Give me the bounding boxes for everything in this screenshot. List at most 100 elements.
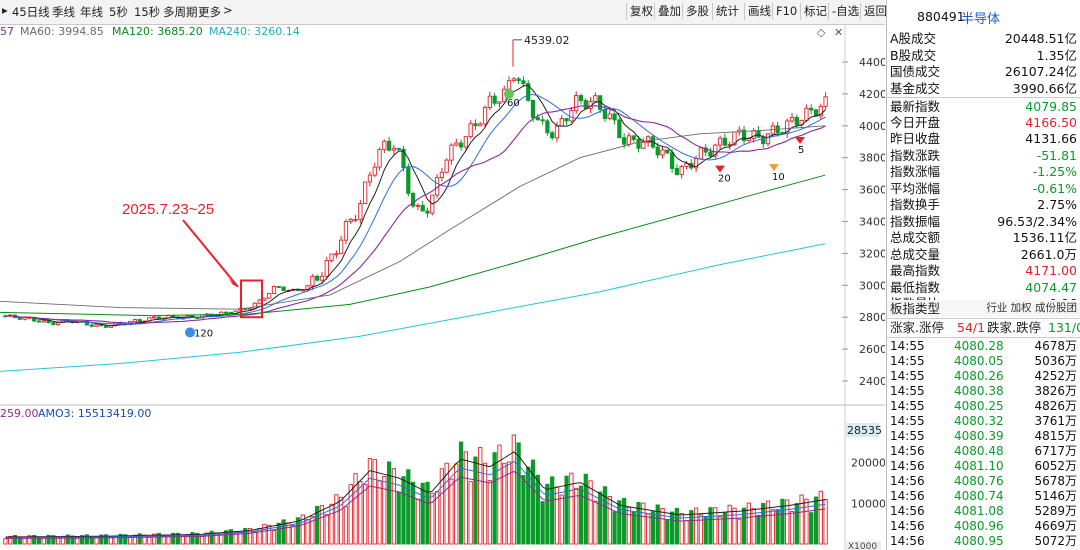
vol-axis-20000-label: 20000 bbox=[851, 457, 885, 470]
toolbar-btn-watchlist[interactable]: -自选 bbox=[828, 3, 862, 20]
candle bbox=[223, 311, 229, 314]
toolbar-btn-stats[interactable]: 统计 bbox=[712, 3, 742, 20]
toolbar-btn-draw[interactable]: 画线 bbox=[744, 3, 774, 20]
candle bbox=[348, 219, 353, 222]
volume-bar bbox=[99, 534, 104, 545]
volume-bar bbox=[794, 503, 799, 545]
toolbar-btn-back[interactable]: 返回 bbox=[860, 3, 890, 20]
candle bbox=[756, 130, 761, 138]
candle bbox=[46, 320, 51, 324]
tick-volume: 4815万 bbox=[1034, 429, 1077, 443]
tick-price: 4080.76 bbox=[954, 474, 1004, 488]
marker-5-icon bbox=[795, 136, 805, 144]
tick-volume: 5678万 bbox=[1034, 474, 1077, 488]
toolbar-btn-adjust[interactable]: 复权 bbox=[626, 3, 656, 20]
tick-time: 14:55 bbox=[890, 399, 925, 413]
candle bbox=[401, 148, 406, 169]
stat-label: 平均涨幅 bbox=[890, 180, 941, 196]
candle bbox=[51, 322, 56, 326]
volume-bar bbox=[717, 516, 723, 545]
stat-row: 平均涨幅 -0.61% bbox=[887, 180, 1080, 197]
volume-bar bbox=[732, 507, 737, 545]
tick-volume: 4669万 bbox=[1034, 519, 1077, 533]
tick-price: 4080.26 bbox=[954, 369, 1004, 383]
volume-bar bbox=[684, 520, 689, 545]
tick-price: 4080.38 bbox=[954, 384, 1004, 398]
toolbar-item-15s[interactable]: 15秒 bbox=[134, 5, 161, 19]
volume-bar bbox=[823, 498, 828, 545]
volume-bar bbox=[622, 497, 627, 545]
marker-10-label: 10 bbox=[772, 172, 785, 183]
volume-bar bbox=[267, 524, 272, 545]
volume-bar bbox=[348, 484, 353, 545]
tick-row: 14:55 4080.28 4678万 bbox=[887, 338, 1080, 355]
stat-label: 今日开盘 bbox=[890, 114, 941, 130]
stat-row: A股成交 20448.51亿 bbox=[887, 30, 1080, 47]
volume-bar bbox=[497, 444, 502, 545]
kline-chart[interactable]: 57 MA60: 3994.85 MA120: 3685.20 MA240: 3… bbox=[0, 24, 885, 406]
tick-time: 14:56 bbox=[890, 534, 925, 548]
volume-bar bbox=[689, 510, 694, 545]
candle bbox=[271, 285, 277, 295]
stat-label: 指数涨幅 bbox=[890, 164, 941, 179]
kline-svg: 4400 4200 4000 3800 3600 3400 3200 3000 2800 2600… bbox=[0, 24, 885, 406]
up-label: 涨家.涨停 bbox=[890, 320, 944, 335]
candle bbox=[353, 218, 358, 221]
candle bbox=[818, 105, 823, 117]
quote-panel: 880491 半导体 A股成交 20448.51亿 B股成交 1.35亿 国债成交 261… bbox=[886, 0, 1080, 550]
toolbar-item-year[interactable]: 年线 bbox=[80, 5, 103, 19]
volume-bar bbox=[564, 475, 569, 545]
candle bbox=[684, 163, 689, 167]
tick-volume: 5289万 bbox=[1034, 504, 1077, 518]
candle bbox=[439, 171, 445, 178]
candle bbox=[324, 259, 329, 277]
candle bbox=[41, 320, 46, 323]
candle bbox=[698, 147, 704, 160]
candle bbox=[646, 136, 651, 143]
toolbar-btn-mark[interactable]: 标记 bbox=[800, 3, 830, 20]
tick-price: 4080.74 bbox=[954, 489, 1004, 503]
toolbar-item-multi-period[interactable]: 多周期 bbox=[163, 5, 198, 19]
volume-bar bbox=[223, 530, 229, 545]
price-axis-label: 4400 bbox=[859, 56, 885, 69]
toolbar-btn-multi-stock[interactable]: 多股 bbox=[682, 3, 712, 20]
price-axis-label: 2800 bbox=[859, 311, 885, 324]
volume-bar bbox=[458, 441, 464, 545]
volume-bar bbox=[449, 478, 454, 545]
candle bbox=[329, 253, 334, 261]
close-icon[interactable]: ✕ bbox=[834, 26, 844, 39]
candle bbox=[377, 149, 382, 168]
volume-bar bbox=[641, 502, 646, 545]
candle bbox=[708, 151, 713, 157]
toolbar-item-45day[interactable]: 45日线 bbox=[12, 5, 50, 19]
volume-bar bbox=[626, 506, 632, 545]
candle bbox=[554, 125, 560, 139]
price-axis-label: 3200 bbox=[859, 247, 885, 260]
candle bbox=[343, 221, 349, 241]
volume-bar bbox=[243, 527, 248, 545]
candle bbox=[679, 165, 684, 176]
more-chevron-icon[interactable]: > bbox=[223, 3, 233, 17]
toolbar-item-more[interactable]: 更多 bbox=[198, 5, 221, 19]
volume-bar bbox=[353, 473, 358, 545]
collapse-up-icon[interactable]: ◇ bbox=[817, 26, 826, 39]
candle bbox=[171, 315, 176, 318]
toolbar-item-quarter[interactable]: 季线 bbox=[52, 5, 75, 19]
volume-bar bbox=[545, 483, 550, 545]
volume-bar bbox=[751, 508, 756, 545]
candle bbox=[310, 275, 315, 287]
toolbar-btn-overlay[interactable]: 叠加 bbox=[654, 3, 684, 20]
volume-bar bbox=[713, 507, 718, 545]
toolbar-btn-f10[interactable]: F10 bbox=[772, 3, 800, 20]
board-type-value[interactable]: 行业 加权 成份股团 bbox=[986, 302, 1077, 314]
toolbar-item-5s[interactable]: 5秒 bbox=[109, 5, 128, 19]
volume-bar bbox=[228, 529, 233, 545]
volume-bar bbox=[741, 507, 747, 545]
price-axis-label: 3400 bbox=[859, 216, 885, 229]
candle bbox=[363, 181, 368, 204]
volume-bar bbox=[56, 537, 61, 545]
scroll-left-icon[interactable]: ▸ bbox=[2, 3, 8, 17]
candle bbox=[463, 136, 468, 148]
volume-chart[interactable]: 28535 20000 10000 X1000 259.00 AMO3: 155134… bbox=[0, 406, 885, 550]
stat-row: 基金成交 3990.66亿 bbox=[887, 80, 1080, 97]
